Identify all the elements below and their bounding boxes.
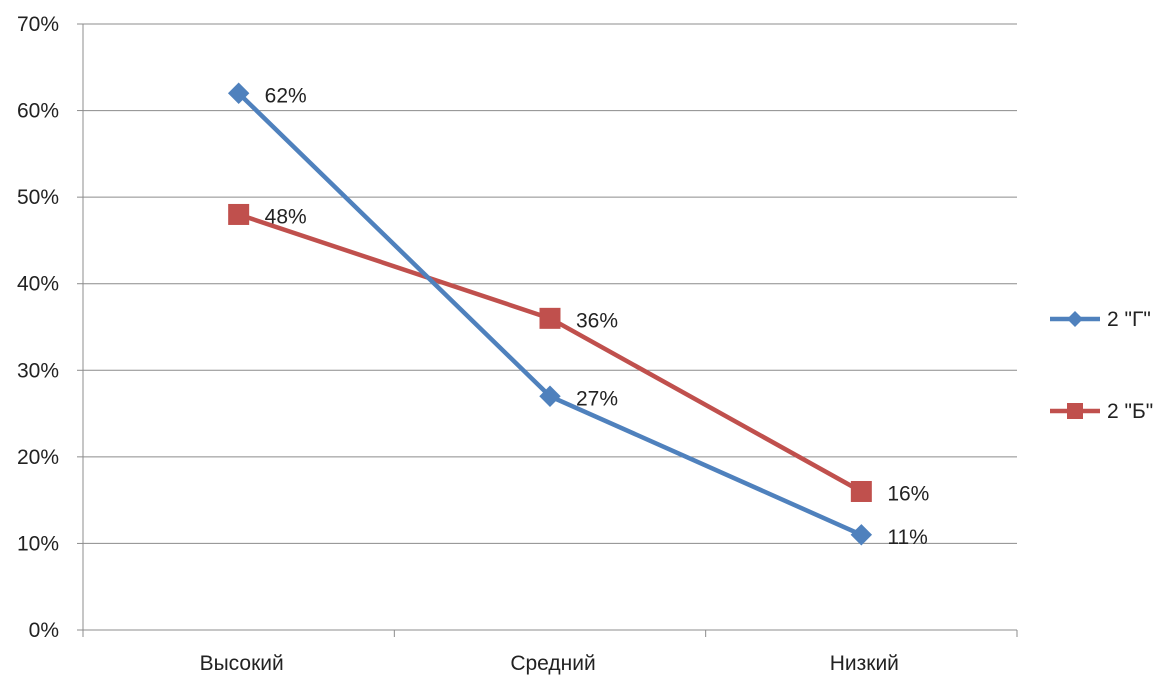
y-tick-label-30: 30% xyxy=(17,359,59,382)
series-line-1 xyxy=(237,212,863,494)
y-tick-label-10: 10% xyxy=(17,532,59,555)
data-point-0-0 xyxy=(227,82,250,104)
legend: 2 "Г" 2 "Б" xyxy=(1050,308,1153,423)
data-point-1-1 xyxy=(539,307,561,329)
data-label-0-1: 27% xyxy=(576,387,618,410)
y-tick-label-20: 20% xyxy=(17,446,59,469)
gridlines xyxy=(83,23,1017,544)
series-1 xyxy=(228,203,872,502)
legend-item-0: 2 "Г" xyxy=(1050,308,1151,331)
data-point-0-1 xyxy=(539,385,561,407)
data-point-1-2 xyxy=(850,480,872,502)
y-tick-label-60: 60% xyxy=(17,100,59,123)
x-tick-label-2: Низкий xyxy=(830,652,899,675)
series-0 xyxy=(227,82,873,546)
legend-marker-1 xyxy=(1067,403,1083,419)
data-point-0-2 xyxy=(850,524,873,546)
x-tick-label-1: Средний xyxy=(510,652,595,675)
y-tick-label-40: 40% xyxy=(17,273,59,296)
data-labels: 62% 27% 11% 48% 36% 16% xyxy=(265,84,930,549)
data-label-1-2: 16% xyxy=(887,482,929,505)
y-tick-label-70: 70% xyxy=(17,13,59,36)
series xyxy=(227,82,873,546)
data-label-1-0: 48% xyxy=(265,205,307,228)
data-label-0-2: 11% xyxy=(887,526,927,549)
legend-label-0: 2 "Г" xyxy=(1107,308,1151,331)
legend-marker-0 xyxy=(1067,311,1083,327)
legend-item-1: 2 "Б" xyxy=(1050,400,1153,423)
data-point-1-0 xyxy=(228,203,250,225)
legend-label-1: 2 "Б" xyxy=(1107,400,1153,423)
y-tick-label-0: 0% xyxy=(29,619,59,642)
y-tick-label-50: 50% xyxy=(17,186,59,209)
data-label-0-0: 62% xyxy=(265,84,307,107)
x-tick-label-0: Высокий xyxy=(200,652,284,675)
axes: 0% 10% 20% 30% 40% 50% 60% 70% Высокий Средний Низ… xyxy=(17,13,1018,675)
data-label-1-1: 36% xyxy=(576,309,618,332)
